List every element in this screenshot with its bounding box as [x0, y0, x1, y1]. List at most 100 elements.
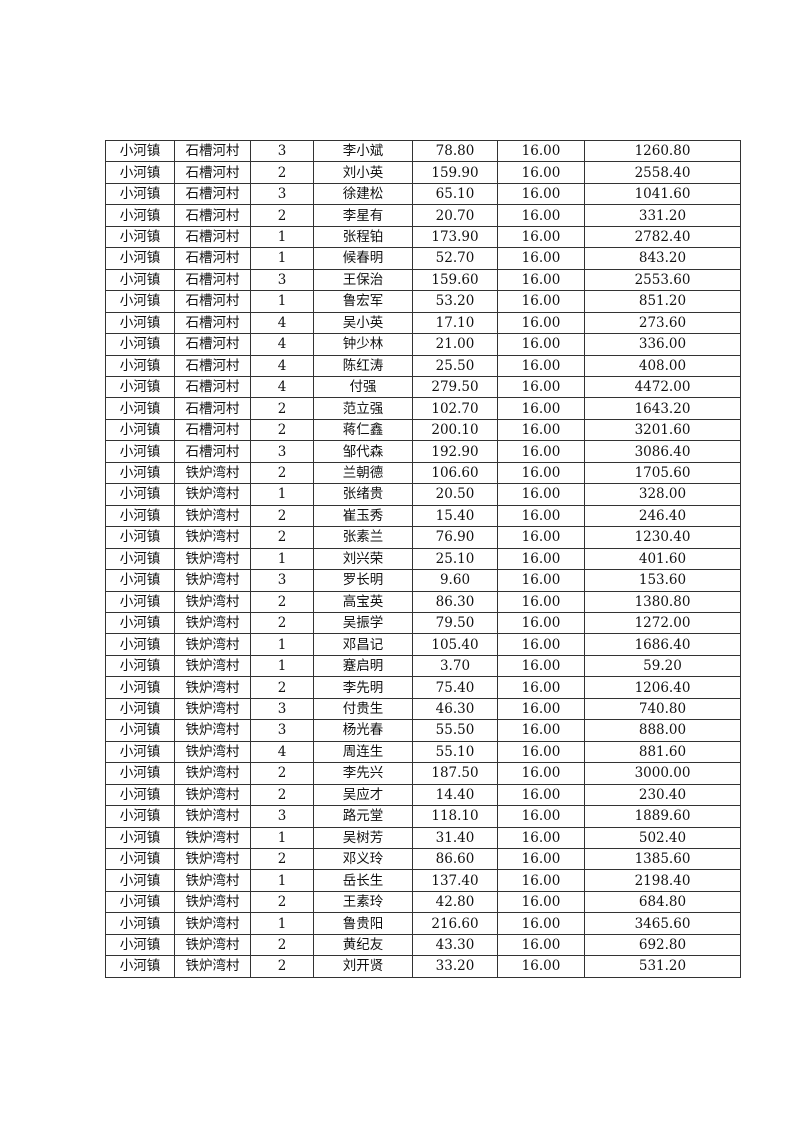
rate-cell: 16.00	[497, 590, 585, 613]
rate-cell: 16.00	[497, 869, 585, 892]
village-cell: 铁炉湾村	[174, 826, 251, 849]
town-cell: 小河镇	[105, 783, 175, 807]
village-cell: 铁炉湾村	[174, 590, 251, 613]
amount-cell: 1889.60	[584, 805, 741, 828]
group-cell: 3	[250, 182, 314, 206]
village-cell: 铁炉湾村	[174, 890, 251, 914]
group-cell: 3	[250, 569, 314, 592]
town-cell: 小河镇	[105, 611, 175, 635]
area-cell: 21.00	[412, 333, 498, 356]
table-row: 小河镇 石槽河村 4 陈红涛 25.50 16.00 408.00	[105, 354, 741, 377]
village-cell: 铁炉湾村	[174, 912, 251, 935]
rate-cell: 16.00	[497, 933, 585, 957]
area-cell: 46.30	[412, 697, 498, 721]
area-cell: 25.50	[412, 354, 498, 377]
village-cell: 石槽河村	[174, 440, 251, 463]
village-cell: 铁炉湾村	[174, 869, 251, 892]
town-cell: 小河镇	[105, 461, 175, 485]
rate-cell: 16.00	[497, 311, 585, 335]
name-cell: 吴振学	[313, 611, 413, 635]
town-cell: 小河镇	[105, 847, 175, 871]
name-cell: 蹇启明	[313, 654, 413, 678]
rate-cell: 16.00	[497, 268, 585, 292]
town-cell: 小河镇	[105, 805, 175, 828]
town-cell: 小河镇	[105, 225, 175, 249]
town-cell: 小河镇	[105, 547, 175, 571]
rate-cell: 16.00	[497, 633, 585, 656]
name-cell: 付贵生	[313, 697, 413, 721]
area-cell: 33.20	[412, 955, 498, 978]
table-row: 小河镇 铁炉湾村 1 蹇启明 3.70 16.00 59.20	[105, 654, 741, 678]
table-row: 小河镇 石槽河村 1 鲁宏军 53.20 16.00 851.20	[105, 290, 741, 313]
amount-cell: 1705.60	[584, 461, 741, 485]
table-row: 小河镇 铁炉湾村 3 路元堂 118.10 16.00 1889.60	[105, 805, 741, 828]
area-cell: 55.10	[412, 740, 498, 764]
village-cell: 石槽河村	[174, 247, 251, 270]
area-cell: 86.60	[412, 847, 498, 871]
table-row: 小河镇 铁炉湾村 2 李先兴 187.50 16.00 3000.00	[105, 762, 741, 785]
village-cell: 铁炉湾村	[174, 933, 251, 957]
table-row: 小河镇 石槽河村 3 邹代森 192.90 16.00 3086.40	[105, 440, 741, 463]
table-row: 小河镇 铁炉湾村 2 王素玲 42.80 16.00 684.80	[105, 890, 741, 914]
name-cell: 崔玉秀	[313, 504, 413, 528]
town-cell: 小河镇	[105, 483, 175, 506]
name-cell: 候春明	[313, 247, 413, 270]
name-cell: 邓昌记	[313, 633, 413, 656]
table-row: 小河镇 铁炉湾村 1 刘兴荣 25.10 16.00 401.60	[105, 547, 741, 571]
table-row: 小河镇 铁炉湾村 2 高宝英 86.30 16.00 1380.80	[105, 590, 741, 613]
amount-cell: 851.20	[584, 290, 741, 313]
group-cell: 3	[250, 697, 314, 721]
group-cell: 3	[250, 719, 314, 742]
amount-cell: 1041.60	[584, 182, 741, 206]
name-cell: 李先明	[313, 676, 413, 699]
rate-cell: 16.00	[497, 847, 585, 871]
name-cell: 付强	[313, 375, 413, 399]
group-cell: 4	[250, 375, 314, 399]
rate-cell: 16.00	[497, 461, 585, 485]
name-cell: 张程铂	[313, 225, 413, 249]
town-cell: 小河镇	[105, 139, 175, 163]
village-cell: 铁炉湾村	[174, 740, 251, 764]
area-cell: 86.30	[412, 590, 498, 613]
area-cell: 43.30	[412, 933, 498, 957]
village-cell: 石槽河村	[174, 418, 251, 442]
amount-cell: 1206.40	[584, 676, 741, 699]
rate-cell: 16.00	[497, 697, 585, 721]
town-cell: 小河镇	[105, 590, 175, 613]
amount-cell: 3201.60	[584, 418, 741, 442]
rate-cell: 16.00	[497, 504, 585, 528]
village-cell: 石槽河村	[174, 182, 251, 206]
amount-cell: 153.60	[584, 569, 741, 592]
village-cell: 石槽河村	[174, 204, 251, 227]
area-cell: 76.90	[412, 526, 498, 549]
amount-cell: 740.80	[584, 697, 741, 721]
village-cell: 铁炉湾村	[174, 461, 251, 485]
name-cell: 邓义玲	[313, 847, 413, 871]
name-cell: 张绪贵	[313, 483, 413, 506]
area-cell: 102.70	[412, 397, 498, 420]
town-cell: 小河镇	[105, 740, 175, 764]
town-cell: 小河镇	[105, 268, 175, 292]
table-row: 小河镇 铁炉湾村 2 崔玉秀 15.40 16.00 246.40	[105, 504, 741, 528]
amount-cell: 1380.80	[584, 590, 741, 613]
table-row: 小河镇 石槽河村 3 王保治 159.60 16.00 2553.60	[105, 268, 741, 292]
group-cell: 4	[250, 333, 314, 356]
table-row: 小河镇 铁炉湾村 1 鲁贵阳 216.60 16.00 3465.60	[105, 912, 741, 935]
amount-cell: 3086.40	[584, 440, 741, 463]
group-cell: 3	[250, 268, 314, 292]
village-cell: 铁炉湾村	[174, 611, 251, 635]
rate-cell: 16.00	[497, 418, 585, 442]
group-cell: 2	[250, 762, 314, 785]
amount-cell: 502.40	[584, 826, 741, 849]
town-cell: 小河镇	[105, 204, 175, 227]
town-cell: 小河镇	[105, 504, 175, 528]
group-cell: 1	[250, 633, 314, 656]
name-cell: 鲁宏军	[313, 290, 413, 313]
area-cell: 200.10	[412, 418, 498, 442]
area-cell: 20.50	[412, 483, 498, 506]
village-cell: 石槽河村	[174, 161, 251, 184]
group-cell: 1	[250, 290, 314, 313]
rate-cell: 16.00	[497, 547, 585, 571]
name-cell: 刘兴荣	[313, 547, 413, 571]
group-cell: 2	[250, 933, 314, 957]
